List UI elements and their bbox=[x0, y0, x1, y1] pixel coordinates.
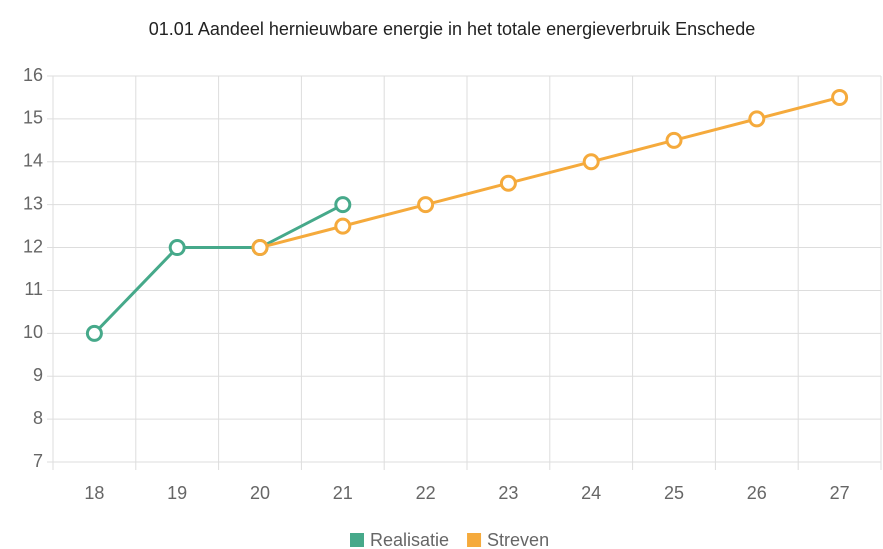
x-tick-label: 18 bbox=[84, 483, 104, 503]
x-tick-label: 25 bbox=[664, 483, 684, 503]
y-tick-label: 12 bbox=[23, 236, 43, 256]
legend-swatch bbox=[467, 533, 482, 547]
series-line bbox=[259, 95, 840, 250]
series-line bbox=[93, 203, 344, 335]
y-tick-label: 11 bbox=[24, 279, 43, 299]
x-tick-label: 19 bbox=[167, 483, 187, 503]
legend-label: Realisatie bbox=[370, 530, 449, 549]
x-tick-label: 24 bbox=[581, 483, 601, 503]
data-point bbox=[168, 239, 186, 257]
data-point bbox=[582, 153, 600, 171]
data-point bbox=[417, 196, 435, 214]
y-tick-label: 16 bbox=[23, 65, 43, 85]
y-tick-label: 15 bbox=[23, 108, 43, 128]
data-point bbox=[334, 196, 352, 214]
data-point bbox=[85, 324, 103, 342]
y-tick-label: 14 bbox=[23, 151, 43, 171]
data-point bbox=[334, 217, 352, 235]
x-tick-label: 22 bbox=[416, 483, 436, 503]
y-tick-label: 13 bbox=[23, 193, 43, 213]
data-point bbox=[251, 239, 269, 257]
x-tick-label: 27 bbox=[830, 483, 850, 503]
chart-title: 01.01 Aandeel hernieuwbare energie in he… bbox=[149, 19, 755, 39]
data-point bbox=[831, 88, 849, 106]
x-tick-label: 20 bbox=[250, 483, 270, 503]
legend-label: Streven bbox=[487, 530, 549, 549]
x-tick-label: 26 bbox=[747, 483, 767, 503]
y-tick-label: 10 bbox=[23, 322, 43, 342]
y-tick-label: 8 bbox=[33, 408, 43, 428]
data-point bbox=[499, 174, 517, 192]
data-point bbox=[748, 110, 766, 128]
legend-swatch bbox=[350, 533, 364, 547]
x-tick-label: 21 bbox=[333, 483, 353, 503]
data-point bbox=[665, 131, 683, 149]
y-tick-label: 9 bbox=[33, 365, 43, 385]
y-tick-label: 7 bbox=[33, 451, 43, 471]
x-tick-label: 23 bbox=[498, 483, 518, 503]
